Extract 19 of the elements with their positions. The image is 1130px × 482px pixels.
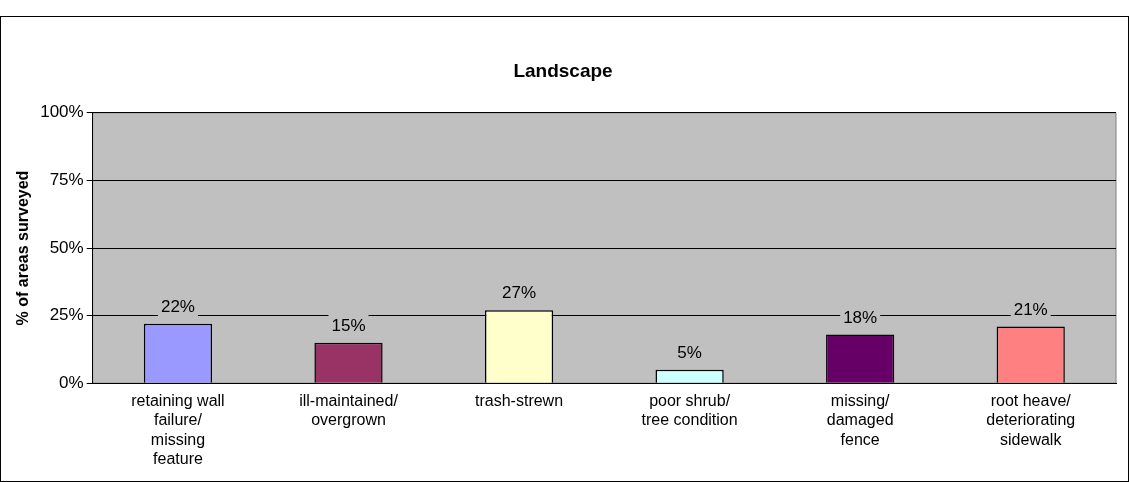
x-tick-label: poor shrub/ tree condition [641, 392, 738, 429]
data-label: 27% [502, 283, 537, 303]
y-tick-label: 0% [59, 372, 84, 392]
data-label: 15% [331, 315, 366, 335]
y-tick-label: 50% [49, 237, 84, 257]
x-tick-label: root heave/ deteriorating sidewalk [986, 392, 1076, 448]
y-tick-label: 75% [49, 170, 84, 190]
x-tick-label: missing/ damaged fence [826, 392, 894, 448]
x-tick-label: retaining wall failure/ missing feature [131, 392, 225, 467]
y-tick-label: 25% [49, 305, 84, 325]
y-tick-label: 100% [40, 102, 84, 122]
data-label: 5% [677, 342, 702, 362]
x-tick-label: trash-strewn [475, 392, 564, 410]
data-label: 18% [843, 307, 878, 327]
x-tick-label: ill-maintained/ overgrown [299, 392, 399, 429]
chart-title: Landscape [513, 59, 613, 81]
data-label: 21% [1013, 299, 1048, 319]
y-axis-title: % of areas surveyed [14, 170, 32, 326]
data-label: 22% [160, 296, 195, 316]
